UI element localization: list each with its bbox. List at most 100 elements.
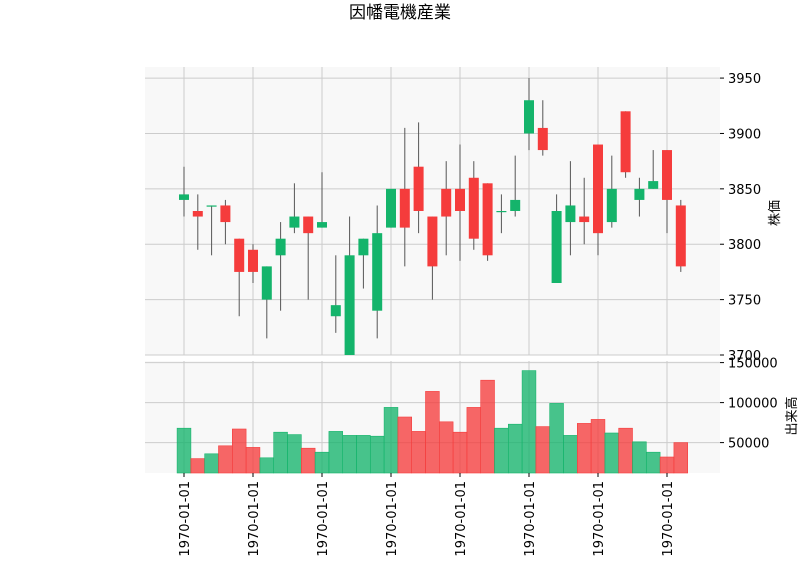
candle-body-down bbox=[675, 205, 686, 267]
volume-bar bbox=[425, 391, 440, 474]
candle-body-up bbox=[606, 188, 617, 223]
candle-body-down bbox=[192, 211, 203, 217]
volume-bar bbox=[259, 457, 274, 474]
volume-bar bbox=[438, 421, 454, 474]
price-tick-label: 3750 bbox=[728, 294, 761, 309]
volume-tick-label: 100000 bbox=[728, 397, 778, 412]
x-tick-label: 1970-01-01 bbox=[247, 481, 262, 557]
candle-body-up bbox=[289, 216, 300, 228]
volume-bar bbox=[287, 434, 302, 474]
volume-bar bbox=[397, 416, 412, 474]
candle-body-up bbox=[330, 305, 341, 317]
candle-body-up bbox=[386, 188, 396, 228]
volume-bar bbox=[659, 456, 675, 474]
candle-body-up bbox=[524, 100, 534, 134]
volume-bar bbox=[452, 431, 468, 474]
candle-body-up bbox=[261, 266, 272, 300]
volume-bar bbox=[190, 458, 205, 474]
volume-bar bbox=[521, 370, 537, 474]
price-tick-label: 3950 bbox=[728, 72, 761, 87]
candle-body-down bbox=[427, 216, 438, 267]
x-tick-label: 1970-01-01 bbox=[385, 481, 400, 557]
volume-bar bbox=[328, 431, 343, 474]
volume-bar bbox=[411, 431, 426, 474]
volume-bar bbox=[673, 442, 689, 474]
volume-axis-label: 出来高 bbox=[784, 396, 800, 435]
candle-body-down bbox=[413, 166, 424, 211]
volume-bar bbox=[176, 427, 192, 474]
candle-body-up bbox=[275, 238, 286, 256]
candle-body-up bbox=[565, 205, 576, 223]
candle-body-down bbox=[537, 127, 548, 151]
volume-bar bbox=[480, 379, 495, 474]
price-tick-label: 3700 bbox=[728, 349, 761, 364]
volume-bar bbox=[549, 403, 564, 474]
x-tick-label: 1970-01-01 bbox=[523, 481, 538, 557]
candle-body-down bbox=[468, 177, 479, 239]
candle-body-up bbox=[496, 211, 507, 213]
candle-body-down bbox=[234, 238, 245, 272]
candle-body-up bbox=[510, 199, 521, 211]
price-axis-label: 株価 bbox=[768, 200, 783, 226]
x-axis-ticks: 1970-01-01 1970-01-01 1970-01-01 1970-01-01… bbox=[178, 473, 676, 557]
candle-body-down bbox=[662, 150, 672, 200]
volume-bar bbox=[604, 432, 620, 474]
candle-body-up bbox=[372, 233, 383, 311]
candle-body-up bbox=[206, 205, 217, 207]
candle-body-down bbox=[303, 216, 314, 234]
price-tick-label: 3800 bbox=[728, 238, 761, 253]
volume-bar bbox=[342, 435, 357, 474]
candle-body-down bbox=[482, 183, 493, 256]
volume-bar bbox=[618, 427, 633, 474]
x-tick-label: 1970-01-01 bbox=[661, 481, 676, 557]
volume-bar bbox=[466, 407, 481, 474]
price-tick-label: 3850 bbox=[728, 183, 761, 198]
volume-tick-label: 150000 bbox=[728, 357, 778, 372]
price-panel bbox=[145, 67, 720, 355]
candle-body-down bbox=[593, 144, 603, 234]
volume-bar bbox=[383, 407, 399, 474]
volume-axis-ticks: 50000 100000 150000 bbox=[720, 357, 778, 452]
volume-bar bbox=[273, 431, 288, 474]
volume-bar bbox=[245, 447, 261, 474]
volume-bar bbox=[314, 451, 330, 474]
volume-bar bbox=[356, 435, 371, 474]
x-tick-label: 1970-01-01 bbox=[178, 481, 193, 557]
volume-tick-label: 50000 bbox=[728, 437, 769, 452]
candle-body-down bbox=[455, 188, 465, 211]
volume-bar bbox=[535, 426, 551, 474]
volume-bar bbox=[645, 451, 661, 474]
volume-bar bbox=[507, 423, 523, 474]
volume-bar bbox=[300, 447, 316, 474]
candle-body-down bbox=[620, 111, 631, 173]
candle-body-up bbox=[648, 181, 659, 189]
candle-body-down bbox=[248, 249, 258, 272]
volume-bar bbox=[204, 453, 219, 474]
candle-body-up bbox=[179, 194, 189, 200]
candle-body-up bbox=[634, 188, 645, 200]
candle-body-up bbox=[358, 238, 369, 256]
candle-body-down bbox=[579, 216, 590, 223]
price-axis-ticks: 3700 3750 3800 3850 3900 3950 bbox=[720, 72, 761, 364]
volume-bar bbox=[563, 435, 578, 474]
volume-bar bbox=[369, 435, 385, 474]
volume-bars bbox=[176, 370, 689, 474]
candle-body-down bbox=[399, 188, 410, 228]
volume-bar bbox=[576, 423, 592, 474]
x-tick-label: 1970-01-01 bbox=[454, 481, 469, 557]
volume-bar bbox=[494, 427, 509, 474]
volume-bar bbox=[232, 428, 247, 474]
price-tick-label: 3900 bbox=[728, 127, 761, 142]
volume-bar bbox=[590, 419, 606, 474]
volume-bar bbox=[218, 445, 233, 474]
candle-body-up bbox=[317, 222, 327, 228]
candle-body-down bbox=[220, 205, 231, 223]
candle-body-up bbox=[344, 255, 355, 355]
candle-body-up bbox=[551, 211, 562, 283]
candle-body-down bbox=[441, 188, 452, 217]
volume-bar bbox=[632, 441, 647, 474]
x-tick-label: 1970-01-01 bbox=[316, 481, 331, 557]
chart-title: 因幡電機産業 bbox=[349, 3, 451, 23]
candles bbox=[179, 78, 686, 355]
